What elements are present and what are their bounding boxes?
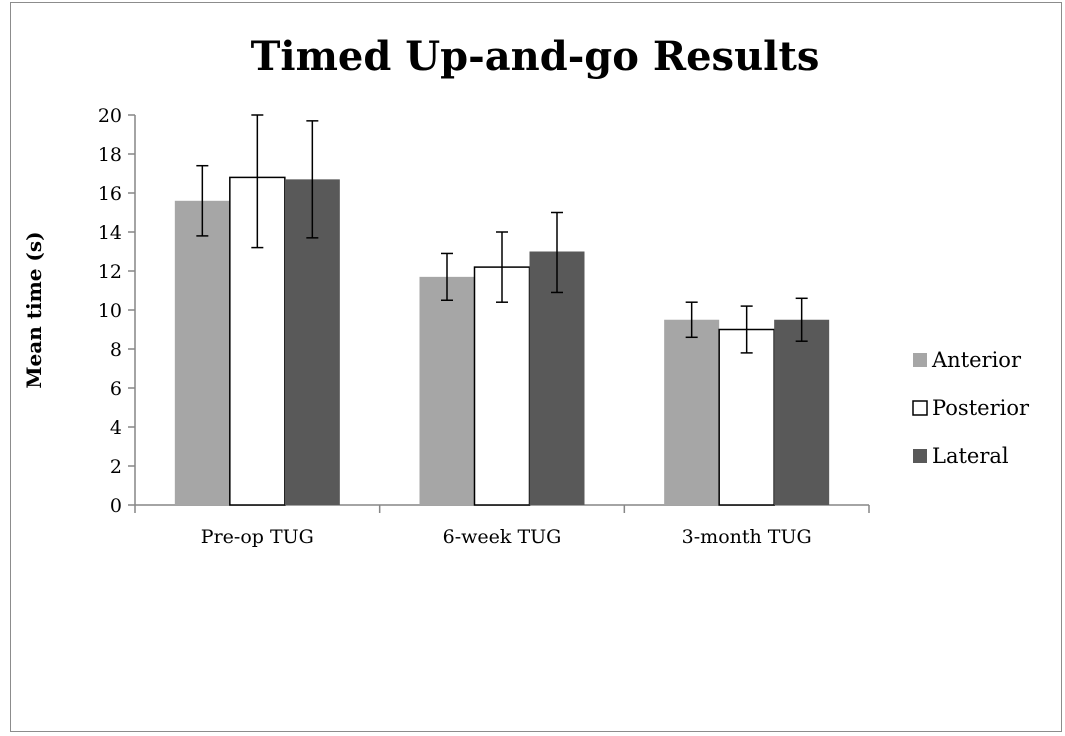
y-tick-label: 10 [98,300,122,322]
bar-anterior [664,319,720,505]
legend-swatch-posterior [912,400,928,416]
legend-label-anterior: Anterior [931,348,1022,372]
y-tick-label: 2 [110,456,122,478]
y-tick-label: 12 [98,261,122,283]
y-axis-label: Mean time (s) [22,231,46,388]
plot-area: 0 2 4 6 8 10 12 14 16 18 20 Pre-op TUG 6-week TUG 3-m… [98,105,870,548]
y-tick-label: 20 [98,105,122,127]
bar-anterior [419,276,475,505]
bar-posterior [718,328,775,506]
y-tick-label: 4 [110,417,122,439]
legend: Anterior Posterior Lateral [912,348,1030,468]
chart-title: Timed Up-and-go Results [251,33,820,80]
bar-anterior [174,200,230,506]
legend-label-lateral: Lateral [932,444,1009,468]
x-tick-label: Pre-op TUG [201,526,314,548]
y-tick-label: 8 [110,339,122,361]
y-tick-label: 0 [110,495,122,517]
y-tick-label: 18 [98,144,122,166]
y-tick-label: 16 [98,183,122,205]
bar-lateral [529,251,585,505]
y-tick-label: 6 [110,378,122,400]
legend-swatch-anterior [913,353,927,367]
x-tick-label: 3-month TUG [682,526,812,548]
bar-lateral [774,319,830,505]
legend-label-posterior: Posterior [932,396,1030,420]
legend-swatch-lateral [913,449,927,463]
y-tick-label: 14 [98,222,122,244]
bar-posterior [473,266,531,506]
x-tick-label: 6-week TUG [443,526,562,548]
